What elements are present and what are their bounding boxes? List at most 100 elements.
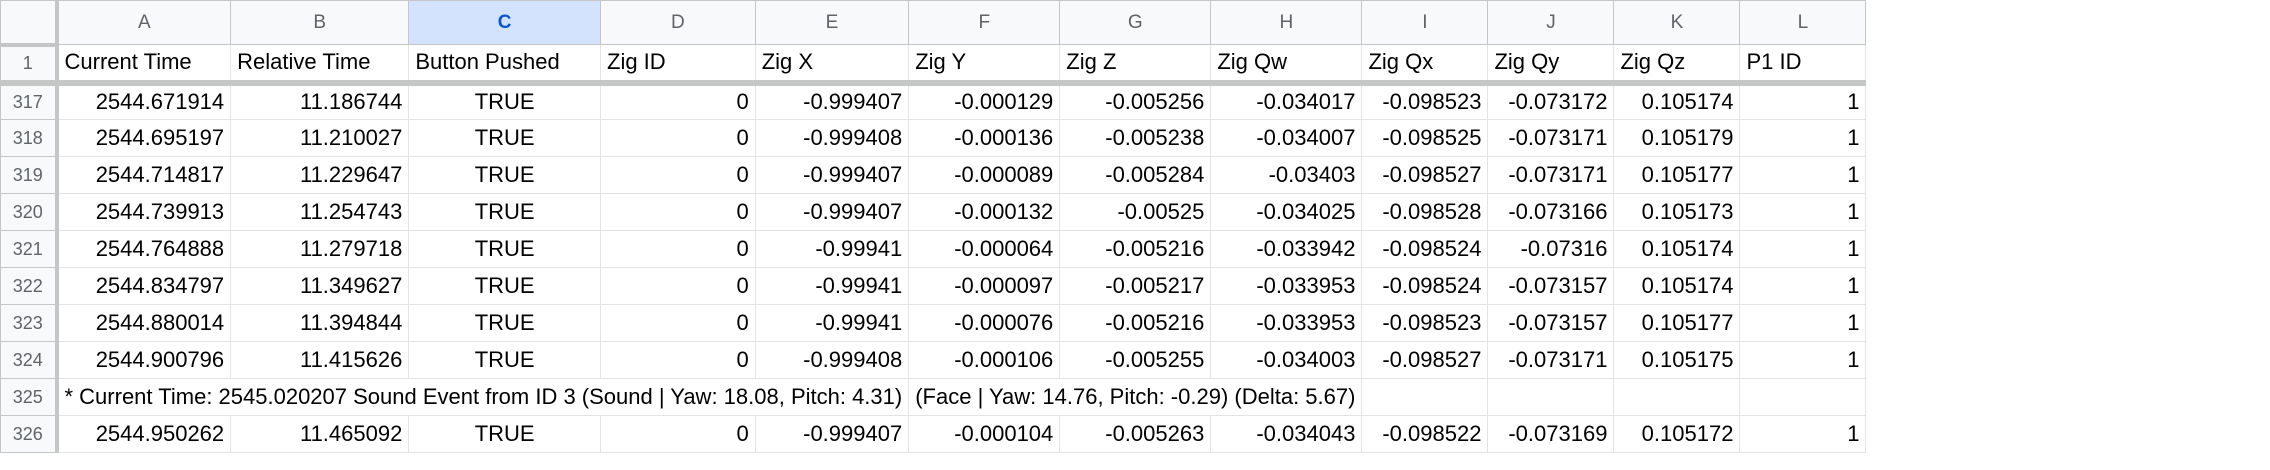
- cell[interactable]: 1: [1739, 415, 1867, 453]
- cell[interactable]: -0.000076: [908, 304, 1061, 342]
- cell[interactable]: 0.105173: [1613, 193, 1741, 231]
- cell[interactable]: -0.098523: [1361, 82, 1489, 120]
- cell[interactable]: -0.000064: [908, 230, 1061, 268]
- cell[interactable]: -0.073172: [1487, 82, 1615, 120]
- header-cell[interactable]: Zig X: [754, 44, 910, 86]
- column-header-i[interactable]: I: [1361, 0, 1489, 45]
- column-header-j[interactable]: J: [1487, 0, 1615, 45]
- cell[interactable]: -0.034025: [1210, 193, 1363, 231]
- cell[interactable]: -0.098523: [1361, 304, 1489, 342]
- cell[interactable]: 1: [1739, 119, 1867, 157]
- cell[interactable]: -0.073171: [1487, 156, 1615, 194]
- cell[interactable]: 2544.880014: [55, 304, 232, 342]
- column-header-k[interactable]: K: [1613, 0, 1741, 45]
- cell[interactable]: [1739, 378, 1867, 416]
- cell[interactable]: -0.005216: [1059, 304, 1212, 342]
- cell[interactable]: 11.210027: [230, 119, 410, 157]
- cell[interactable]: -0.999408: [754, 119, 910, 157]
- header-cell[interactable]: P1 ID: [1739, 44, 1867, 86]
- cell[interactable]: -0.073171: [1487, 341, 1615, 379]
- cell[interactable]: [1487, 378, 1615, 416]
- cell[interactable]: 1: [1739, 230, 1867, 268]
- cell[interactable]: 0.105175: [1613, 341, 1741, 379]
- cell[interactable]: TRUE: [408, 230, 601, 268]
- cell[interactable]: 0: [600, 119, 756, 157]
- cell[interactable]: TRUE: [408, 193, 601, 231]
- cell[interactable]: -0.098527: [1361, 341, 1489, 379]
- column-header-c[interactable]: C: [408, 0, 601, 45]
- header-cell[interactable]: Zig Z: [1059, 44, 1212, 86]
- cell[interactable]: 0.105174: [1613, 230, 1741, 268]
- cell[interactable]: 1: [1739, 341, 1867, 379]
- cell[interactable]: 0: [600, 267, 756, 305]
- cell[interactable]: -0.034007: [1210, 119, 1363, 157]
- cell[interactable]: -0.000097: [908, 267, 1061, 305]
- header-cell[interactable]: Zig Qx: [1361, 44, 1489, 86]
- cell[interactable]: 1: [1739, 156, 1867, 194]
- cell[interactable]: 2544.671914: [55, 82, 232, 120]
- cell[interactable]: -0.098522: [1361, 415, 1489, 453]
- column-header-a[interactable]: A: [55, 0, 232, 45]
- row-header[interactable]: 325: [0, 378, 59, 416]
- cell[interactable]: -0.999407: [754, 193, 910, 231]
- cell[interactable]: TRUE: [408, 82, 601, 120]
- cell[interactable]: TRUE: [408, 304, 601, 342]
- cell[interactable]: 0: [600, 230, 756, 268]
- cell[interactable]: -0.03403: [1210, 156, 1363, 194]
- cell[interactable]: 11.186744: [230, 82, 410, 120]
- cell[interactable]: -0.034003: [1210, 341, 1363, 379]
- row-header[interactable]: 323: [0, 304, 59, 342]
- column-header-g[interactable]: G: [1059, 0, 1212, 45]
- cell[interactable]: 0: [600, 156, 756, 194]
- cell[interactable]: -0.073166: [1487, 193, 1615, 231]
- row-header[interactable]: 318: [0, 119, 59, 157]
- cell[interactable]: -0.098524: [1361, 230, 1489, 268]
- cell[interactable]: 0.105174: [1613, 267, 1741, 305]
- row-header[interactable]: 320: [0, 193, 59, 231]
- cell[interactable]: 2544.900796: [55, 341, 232, 379]
- cell[interactable]: 11.465092: [230, 415, 410, 453]
- cell[interactable]: -0.000136: [908, 119, 1061, 157]
- cell[interactable]: -0.098525: [1361, 119, 1489, 157]
- cell[interactable]: 0: [600, 193, 756, 231]
- cell[interactable]: [1361, 378, 1489, 416]
- cell[interactable]: 1: [1739, 267, 1867, 305]
- cell[interactable]: -0.000089: [908, 156, 1061, 194]
- header-cell[interactable]: Relative Time: [230, 44, 410, 86]
- cell[interactable]: -0.00525: [1059, 193, 1212, 231]
- cell[interactable]: 2544.950262: [55, 415, 232, 453]
- cell[interactable]: -0.005255: [1059, 341, 1212, 379]
- column-header-h[interactable]: H: [1210, 0, 1363, 45]
- cell[interactable]: [1613, 378, 1741, 416]
- cell[interactable]: 11.279718: [230, 230, 410, 268]
- cell[interactable]: -0.005238: [1059, 119, 1212, 157]
- cell[interactable]: -0.999407: [754, 82, 910, 120]
- column-header-e[interactable]: E: [754, 0, 910, 45]
- cell[interactable]: -0.033953: [1210, 304, 1363, 342]
- cell[interactable]: 2544.714817: [55, 156, 232, 194]
- select-all-corner[interactable]: [0, 0, 59, 47]
- cell[interactable]: 2544.695197: [55, 119, 232, 157]
- header-cell[interactable]: Zig Qz: [1613, 44, 1741, 86]
- cell[interactable]: -0.005263: [1059, 415, 1212, 453]
- cell[interactable]: 11.349627: [230, 267, 410, 305]
- cell[interactable]: 11.394844: [230, 304, 410, 342]
- cell[interactable]: 0.105179: [1613, 119, 1741, 157]
- cell[interactable]: * Current Time: 2545.020207 Sound Event …: [55, 378, 910, 416]
- cell[interactable]: -0.005256: [1059, 82, 1212, 120]
- cell[interactable]: 2544.834797: [55, 267, 232, 305]
- cell[interactable]: -0.000106: [908, 341, 1061, 379]
- cell[interactable]: -0.033953: [1210, 267, 1363, 305]
- cell[interactable]: -0.005216: [1059, 230, 1212, 268]
- cell[interactable]: 0: [600, 341, 756, 379]
- cell[interactable]: -0.99941: [754, 267, 910, 305]
- row-header[interactable]: 322: [0, 267, 59, 305]
- cell[interactable]: 1: [1739, 193, 1867, 231]
- header-cell[interactable]: Current Time: [55, 44, 232, 86]
- cell[interactable]: 0.105172: [1613, 415, 1741, 453]
- column-header-b[interactable]: B: [230, 0, 410, 45]
- cell[interactable]: -0.005217: [1059, 267, 1212, 305]
- cell[interactable]: (Face | Yaw: 14.76, Pitch: -0.29) (Delta…: [908, 378, 1363, 416]
- column-header-f[interactable]: F: [908, 0, 1061, 45]
- row-header[interactable]: 321: [0, 230, 59, 268]
